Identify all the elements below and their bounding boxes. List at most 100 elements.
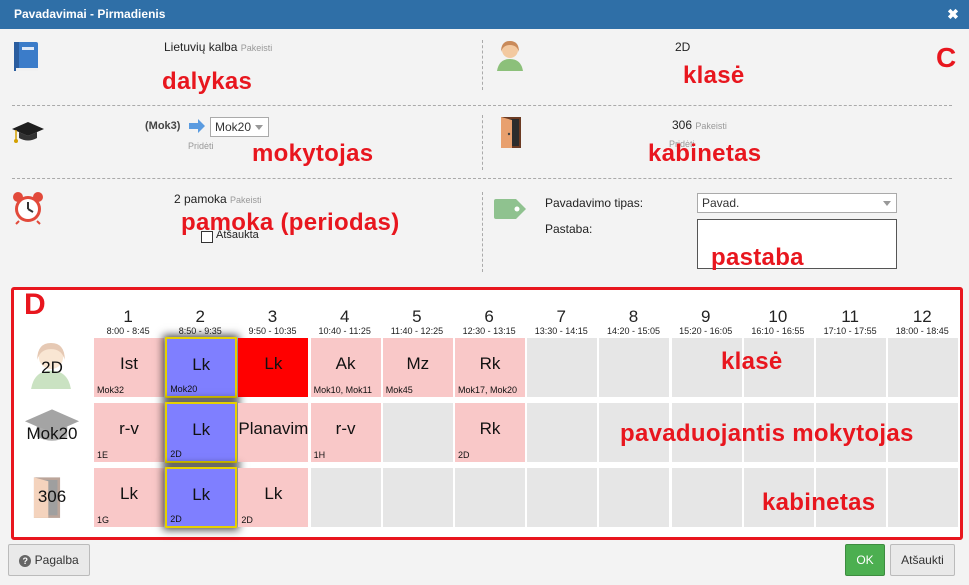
cell-subject: Lk	[264, 484, 283, 503]
room-add-link[interactable]: Pridėti	[669, 139, 695, 149]
period-number: 9	[700, 307, 711, 326]
period-number: 8	[628, 307, 639, 326]
timetable-cell[interactable]	[527, 468, 598, 527]
subject-change-link[interactable]: Pakeisti	[240, 43, 273, 53]
period-number: 4	[339, 307, 350, 326]
period-number: 11	[841, 307, 859, 326]
row-label-class: 2D	[41, 358, 63, 377]
period-number: 7	[556, 307, 567, 326]
timetable-cell[interactable]: Rk 2D	[455, 403, 525, 462]
teacher-select[interactable]: Mok20	[210, 117, 269, 137]
timetable-cell[interactable]: Lk 2D	[165, 467, 238, 528]
separator	[482, 192, 483, 272]
cell-subject: Mz	[406, 354, 430, 373]
timetable-cell[interactable]: Rk Mok17, Mok20	[455, 338, 525, 397]
chevron-down-icon	[883, 201, 891, 206]
timetable-cell[interactable]	[310, 468, 381, 527]
period-header: 11 17:10 - 17:55	[814, 307, 886, 337]
timetable-cell[interactable]: Lk 1G	[94, 468, 164, 527]
period-time: 14:20 - 15:05	[606, 326, 660, 336]
timetable-cell[interactable]	[599, 338, 670, 397]
timetable-cell[interactable]	[888, 468, 959, 527]
period-header: 12 18:00 - 18:45	[886, 307, 958, 337]
teacher-add-link[interactable]: Pridėti	[188, 141, 214, 151]
cell-subject: Rk	[479, 419, 501, 438]
ok-button[interactable]: OK	[845, 544, 885, 576]
period-header: 4 10:40 - 11:25	[309, 307, 381, 337]
tag-icon	[493, 198, 527, 225]
timetable-cell[interactable]	[743, 338, 814, 397]
cell-detail: Mok45	[385, 385, 413, 395]
lesson-change-link[interactable]: Pakeisti	[230, 195, 262, 205]
timetable-cell[interactable]	[671, 338, 742, 397]
period-number: 3	[267, 307, 278, 326]
timetable-cell[interactable]: Ist Mok32	[94, 338, 164, 397]
cancel-button[interactable]: Atšaukti	[890, 544, 955, 576]
timetable-cell[interactable]	[743, 468, 814, 527]
door-icon	[498, 115, 524, 154]
timetable-cell[interactable]	[527, 338, 598, 397]
annotation-note: pastaba	[711, 244, 804, 271]
corner-label-d: D	[24, 288, 46, 321]
timetable-cell[interactable]: Ak Mok10, Mok11	[310, 338, 381, 397]
cell-detail: 1G	[97, 515, 110, 525]
timetable-cell[interactable]	[527, 403, 598, 462]
chevron-down-icon	[255, 125, 263, 130]
timetable-cell[interactable]	[888, 403, 959, 462]
period-header: 6 12:30 - 13:15	[453, 308, 525, 337]
note-textarea[interactable]	[697, 219, 897, 269]
row-label-teacher: Mok20	[26, 424, 78, 443]
student-icon	[28, 338, 74, 399]
timetable-cell[interactable]: Lk 2D	[165, 402, 238, 463]
note-label: Pastaba:	[545, 222, 593, 236]
period-time: 9:50 - 10:35	[248, 326, 297, 336]
timetable-cell[interactable]	[816, 468, 886, 527]
period-number: 12	[912, 307, 932, 326]
timetable-cell[interactable]: Mz Mok45	[382, 338, 453, 397]
timetable-cell[interactable]	[816, 403, 886, 462]
timetable-cell[interactable]: r-v 1E	[94, 403, 164, 462]
timetable-cell[interactable]	[455, 468, 525, 527]
timetable-cell[interactable]	[816, 338, 886, 397]
annotation-grid-teacher: pavaduojantis mokytojas	[620, 420, 914, 447]
timetable-cell[interactable]	[671, 468, 742, 527]
substitution-type-value: Pavad.	[702, 196, 740, 210]
timetable-cell[interactable]	[888, 338, 959, 397]
cell-subject: Ak	[335, 354, 356, 373]
cell-subject: Planavim	[238, 419, 309, 438]
timetable-cell[interactable]	[671, 403, 742, 462]
period-header: 8 14:20 - 15:05	[597, 307, 669, 337]
graduation-cap-icon	[22, 406, 82, 455]
lesson-value: 2 pamoka	[174, 192, 227, 206]
cancelled-checkbox[interactable]	[201, 231, 213, 243]
cell-detail: 2D	[241, 515, 253, 525]
timetable-cell[interactable]: Lk 2D	[238, 468, 309, 527]
period-header: 2 8:50 - 9:35	[164, 307, 236, 337]
timetable-cell[interactable]	[382, 403, 453, 462]
timetable-cell[interactable]	[382, 468, 453, 527]
timetable-cell[interactable]: Planavim	[238, 403, 309, 462]
separator	[12, 105, 952, 106]
period-number: 2	[195, 307, 206, 326]
room-change-link[interactable]: Pakeisti	[695, 121, 727, 131]
substitution-type-select[interactable]: Pavad.	[697, 193, 897, 213]
close-icon[interactable]: ✖	[947, 6, 959, 22]
period-time: 16:10 - 16:55	[751, 326, 805, 336]
help-button[interactable]: ? Pagalba	[8, 544, 90, 576]
subject-value: Lietuvių kalba	[164, 40, 238, 54]
timetable-cell[interactable]	[599, 403, 670, 462]
title-bar: Pavadavimai - Pirmadienis ✖	[0, 0, 969, 29]
separator	[482, 40, 483, 90]
timetable-cell[interactable]	[743, 403, 814, 462]
cell-detail: 2D	[170, 449, 182, 459]
teacher-select-value: Mok20	[215, 120, 252, 134]
cell-subject: Lk	[120, 484, 138, 503]
period-header: 9 15:20 - 16:05	[670, 307, 742, 337]
row-label-room: 306	[37, 487, 67, 506]
timetable-cell[interactable]: Lk	[238, 338, 309, 397]
timetable-cell[interactable]	[599, 468, 670, 527]
period-header: 3 9:50 - 10:35	[236, 307, 308, 337]
timetable-cell[interactable]: Lk Mok20	[165, 337, 238, 398]
annotation-room: kabinetas	[648, 140, 762, 167]
timetable-cell[interactable]: r-v 1H	[310, 403, 381, 462]
